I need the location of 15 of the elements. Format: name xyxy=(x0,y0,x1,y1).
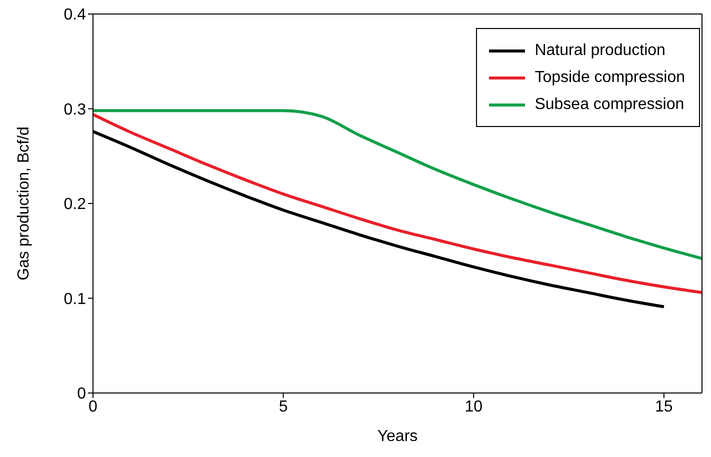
y-tick-label: 0.4 xyxy=(64,6,86,24)
y-tick-label: 0.1 xyxy=(64,290,86,308)
y-tick-label: 0.2 xyxy=(64,196,86,214)
legend-label: Subsea compression xyxy=(534,95,684,115)
y-axis-title: Gas production, Bcf/d xyxy=(16,126,33,280)
y-tick-label: 0.3 xyxy=(64,101,86,118)
line-series xyxy=(93,112,702,294)
x-tick-label: 15 xyxy=(655,398,673,416)
x-tick-label: 10 xyxy=(464,398,483,416)
y-tick-label: 0 xyxy=(77,386,86,403)
legend-label: Topside compression xyxy=(534,68,685,88)
x-tick-label: 5 xyxy=(278,398,288,416)
x-tick-label: 0 xyxy=(88,398,98,416)
legend-label: Natural production xyxy=(534,41,666,61)
x-axis-title: Years xyxy=(377,428,418,445)
